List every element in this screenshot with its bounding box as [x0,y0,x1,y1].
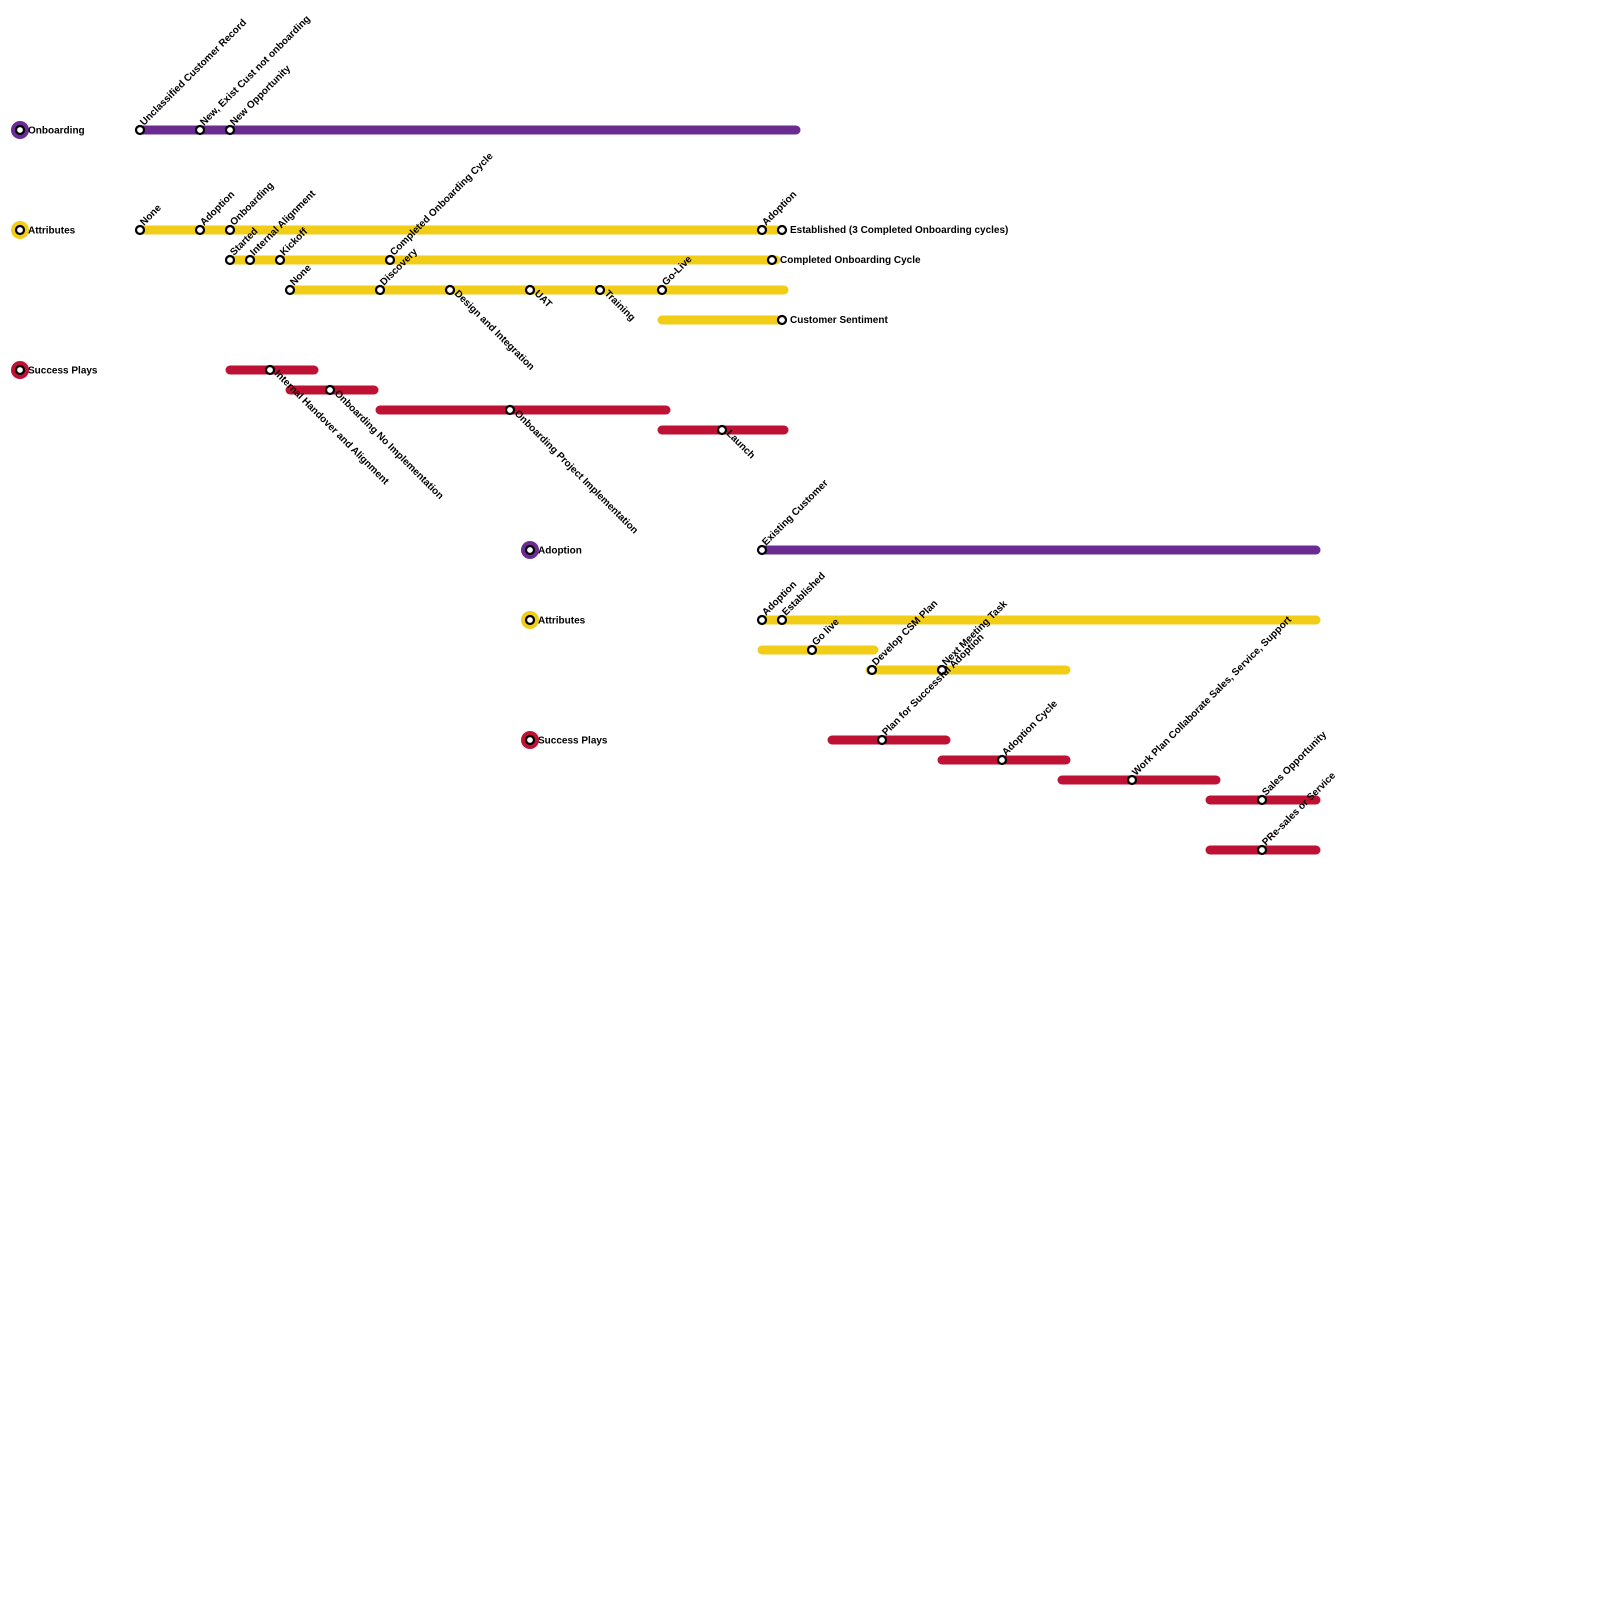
station-marker-icon [876,734,888,746]
station-marker-icon [224,254,236,266]
station-label: Next Meeting Task [940,598,1010,668]
station-marker-icon [374,284,386,296]
station-marker-icon [324,384,336,396]
legend-item-leg-attributes-2: Attributes [521,611,586,629]
legend-label: Attributes [28,226,76,237]
station-s12: Completed Onboarding Cycle [384,151,496,266]
legend-station-icon [524,544,536,556]
legend-label: Onboarding [28,126,85,137]
station-marker-icon [244,254,256,266]
station-s32: Adoption Cycle [996,698,1060,766]
legend-station-icon [524,614,536,626]
station-s13: Completed Onboarding Cycle [766,254,921,266]
legend-station-icon [524,734,536,746]
station-marker-icon [594,284,606,296]
station-marker-icon [134,124,146,136]
station-label: Develop CSM Plan [870,598,940,668]
station-marker-icon [776,314,788,326]
station-s33: Work Plan Collaborate Sales, Service, Su… [1126,614,1294,786]
station-label: Customer Sentiment [790,315,888,326]
station-marker-icon [444,284,456,296]
station-label: Existing Customer [760,478,830,548]
station-marker-icon [1126,774,1138,786]
station-s20: Customer Sentiment [776,314,888,326]
station-label: Work Plan Collaborate Sales, Service, Su… [1130,614,1294,778]
station-s2: New, Exist Cust not onboarding [194,14,313,136]
station-label: Adoption [760,189,799,228]
station-marker-icon [1256,844,1268,856]
legend-label: Adoption [538,546,582,557]
station-marker-icon [274,254,286,266]
station-marker-icon [936,664,948,676]
station-marker-icon [756,544,768,556]
station-marker-icon [384,254,396,266]
station-marker-icon [224,224,236,236]
station-marker-icon [264,364,276,376]
station-label: Onboarding Project Implementation [512,408,640,536]
station-s25: Existing Customer [756,478,831,556]
station-marker-icon [716,424,728,436]
station-marker-icon [194,224,206,236]
station-s29: Develop CSM Plan [866,598,940,676]
station-marker-icon [524,284,536,296]
legend: Onboarding Attributes Success Plays Adoptio… [11,121,608,749]
legend-station-icon [14,364,26,376]
station-label: Established (3 Completed Onboarding cycl… [790,225,1008,236]
station-label: None [288,262,314,288]
line-segments [135,125,1321,855]
legend-label: Attributes [538,616,586,627]
legend-item-leg-onboarding: Onboarding [11,121,85,139]
legend-item-leg-attributes-1: Attributes [11,221,76,239]
station-marker-icon [866,664,878,676]
station-marker-icon [996,754,1008,766]
legend-label: Success Plays [538,736,608,747]
station-s8: Established (3 Completed Onboarding cycl… [776,224,1008,236]
station-s23: Onboarding Project Implementation [504,404,640,536]
station-marker-icon [504,404,516,416]
station-marker-icon [284,284,296,296]
station-marker-icon [194,124,206,136]
station-label: Design and Integration [452,288,536,372]
station-marker-icon [776,614,788,626]
legend-item-leg-success-2: Success Plays [521,731,608,749]
legend-station-icon [14,224,26,236]
station-marker-icon [656,284,668,296]
legend-item-leg-success-1: Success Plays [11,361,98,379]
legend-item-leg-adoption: Adoption [521,541,582,559]
station-label: Completed Onboarding Cycle [388,151,495,258]
station-marker-icon [756,224,768,236]
legend-station-icon [14,124,26,136]
station-label: New, Exist Cust not onboarding [198,14,312,128]
station-label: Unclassified Customer Record [138,17,249,128]
station-marker-icon [766,254,778,266]
station-label: Completed Onboarding Cycle [780,255,921,266]
station-marker-icon [756,614,768,626]
station-s16: Design and Integration [444,284,536,373]
station-label: Adoption Cycle [1000,698,1060,758]
station-marker-icon [806,644,818,656]
station-marker-icon [1256,794,1268,806]
legend-label: Success Plays [28,366,98,377]
station-marker-icon [224,124,236,136]
station-marker-icon [134,224,146,236]
station-marker-icon [776,224,788,236]
station-label: Onboarding [228,180,276,228]
station-label: None [138,202,164,228]
